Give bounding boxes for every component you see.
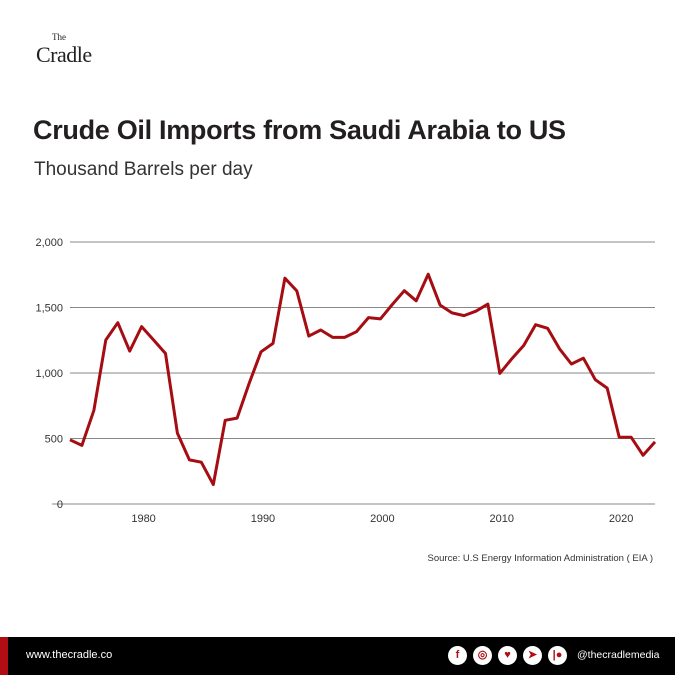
x-tick-label: 1990 — [251, 513, 275, 525]
y-tick-label: 1,500 — [35, 303, 63, 315]
facebook-icon[interactable]: f — [448, 646, 467, 665]
x-tick-label: 1980 — [131, 513, 155, 525]
line-chart: 0 500 1,000 1,500 2,000 1980 1990 2000 2010 2020 — [35, 237, 657, 525]
twitter-icon[interactable]: ♥ — [498, 646, 517, 665]
footer-accent-stripe — [0, 637, 8, 675]
logo-name: Cradle — [36, 42, 92, 67]
y-tick-label: 2,000 — [35, 237, 63, 249]
social-icons: f ◎ ♥ ➤ |● — [448, 646, 567, 665]
instagram-icon[interactable]: ◎ — [473, 646, 492, 665]
logo-the: The — [52, 32, 66, 42]
y-tick-label: 500 — [45, 434, 63, 446]
footer-bar: www.thecradle.co f ◎ ♥ ➤ |● @thecradleme… — [0, 637, 675, 675]
y-tick-label: 1,000 — [35, 368, 63, 380]
x-tick-label: 2010 — [489, 513, 513, 525]
chart-title: Crude Oil Imports from Saudi Arabia to U… — [33, 115, 566, 145]
x-tick-label: 2020 — [609, 513, 633, 525]
the-cradle-logo: The Cradle — [36, 32, 116, 68]
chart-subtitle: Thousand Barrels per day — [34, 159, 253, 180]
social-handle[interactable]: @thecradlemedia — [577, 649, 660, 661]
website-link[interactable]: www.thecradle.co — [26, 649, 113, 661]
y-tick-label: 0 — [57, 499, 63, 511]
source-note: Source: U.S Energy Information Administr… — [427, 553, 653, 564]
data-line — [69, 272, 657, 487]
x-tick-label: 2000 — [370, 513, 394, 525]
telegram-icon[interactable]: ➤ — [523, 646, 542, 665]
patreon-icon[interactable]: |● — [548, 646, 567, 665]
